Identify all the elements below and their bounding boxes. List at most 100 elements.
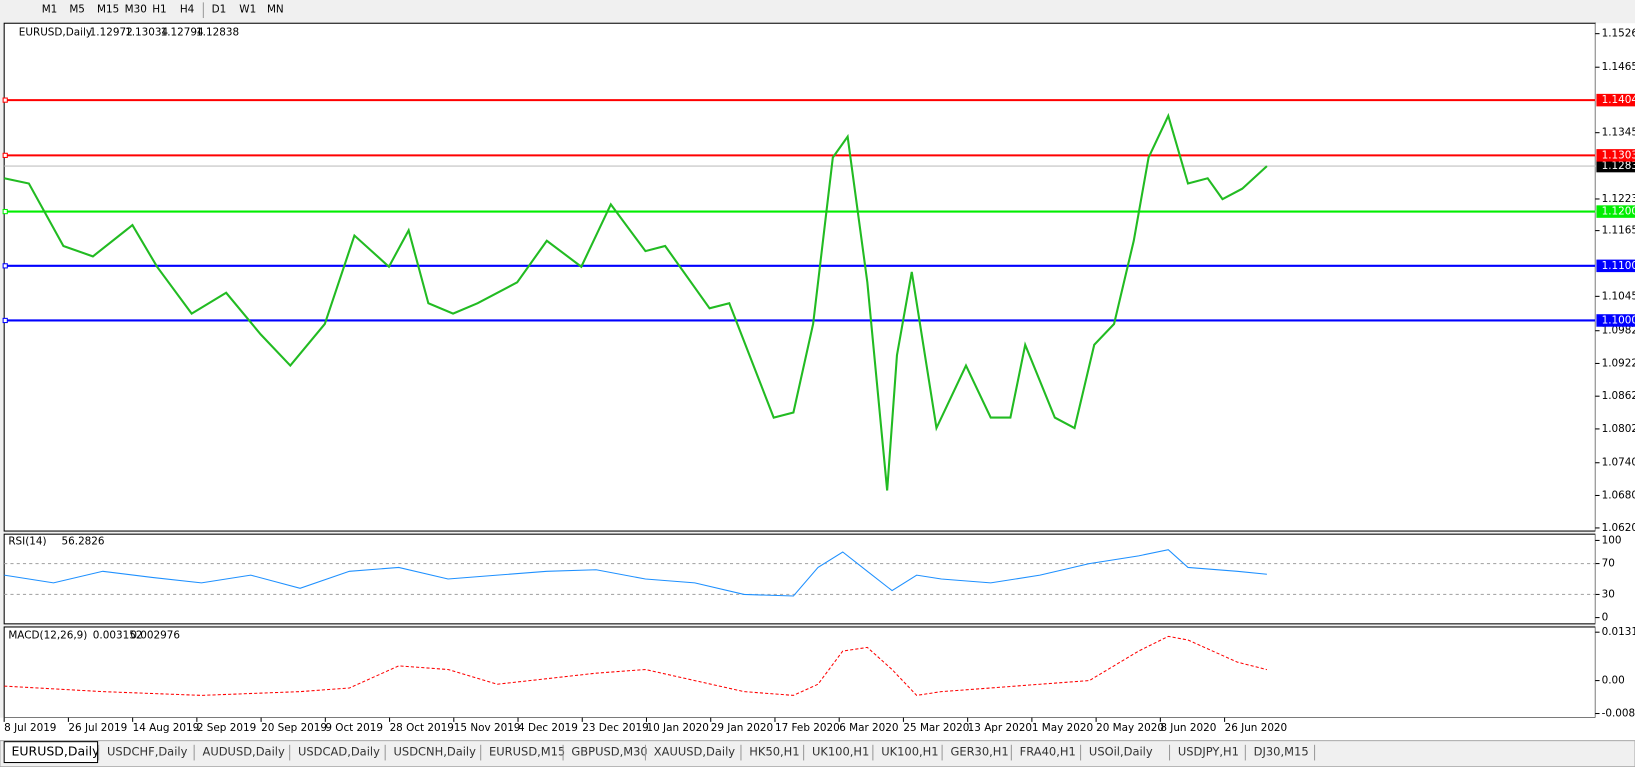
tab-label[interactable]: GBPUSD,M30 (571, 745, 647, 759)
level-box (1596, 314, 1635, 327)
tab[interactable] (3, 741, 99, 764)
macd-main: 0.003152 (93, 629, 143, 641)
price-axis (1595, 23, 1635, 743)
tab-label[interactable]: DJ30,M15 (1254, 745, 1309, 759)
y-tick-label: 1.11655 (1602, 225, 1635, 237)
tab[interactable] (804, 743, 872, 762)
level-label: 1.10008 (1602, 314, 1635, 326)
x-tick-label: 9 Oct 2019 (325, 722, 383, 734)
y-tick-label: 1.09220 (1602, 357, 1635, 369)
ohlc-value: 1.12794 (161, 27, 204, 39)
tab-label[interactable]: USDCHF,Daily (107, 745, 188, 759)
y-tick-label: 1.06800 (1602, 489, 1635, 501)
tab-label[interactable]: UK100,H1 (812, 745, 869, 759)
x-tick-label: 6 Mar 2020 (839, 722, 898, 734)
current-price-label: 1.12838 (1602, 160, 1635, 172)
timeframe-button[interactable]: M30 (125, 4, 147, 16)
x-tick-label: 28 Oct 2019 (390, 722, 454, 734)
x-tick-label: 25 Mar 2020 (903, 722, 969, 734)
y-tick-label: 1.14650 (1602, 61, 1635, 73)
level-handle (2, 152, 8, 158)
y-tick-label: 1.07400 (1602, 457, 1635, 469)
level-handle (2, 208, 8, 215)
level-handle (2, 263, 8, 269)
tab-label[interactable]: GER30,H1 (950, 745, 1008, 759)
x-tick-label: 20 Sep 2019 (261, 722, 327, 734)
ohlc-value: 1.13034 (125, 27, 168, 39)
y-tick-label: 30 (1602, 588, 1615, 600)
tab[interactable] (742, 743, 803, 762)
ohlc-value: 1.12972 (90, 27, 133, 39)
tab[interactable] (943, 743, 1011, 762)
level-label: 1.12004 (1602, 206, 1635, 218)
tab-label[interactable]: HK50,H1 (749, 745, 799, 759)
level-box (1596, 259, 1635, 273)
y-tick-label: 70 (1602, 558, 1615, 570)
tab-label[interactable]: EURUSD,M15 (489, 745, 565, 759)
x-tick-label: 8 Jul 2019 (4, 722, 56, 734)
x-tick-label: 23 Dec 2019 (582, 722, 648, 734)
tab[interactable] (873, 743, 942, 762)
timeframe-button[interactable]: MN (267, 4, 284, 16)
tab[interactable] (1012, 743, 1080, 762)
timeframe-button[interactable]: H1 (152, 4, 166, 16)
price-line (3, 112, 1268, 491)
timeframe-button[interactable]: H4 (180, 4, 195, 16)
tab[interactable] (290, 743, 385, 762)
x-tick-label: 14 Aug 2019 (133, 722, 200, 734)
x-tick-label: 1 May 2020 (1032, 722, 1093, 734)
timeframe-button[interactable]: M1 (42, 4, 58, 16)
tab-label[interactable]: EURUSD,Daily (11, 744, 100, 759)
y-tick-label: -0.00893 (1602, 708, 1635, 720)
level-label: 1.14047 (1602, 94, 1635, 106)
tab-label[interactable]: UK100,H1 (881, 745, 938, 759)
ohlc-value: 1.12838 (196, 27, 239, 39)
timeframe-button[interactable]: D1 (212, 4, 227, 16)
timeframe-button[interactable]: M5 (69, 4, 85, 16)
tab[interactable] (481, 743, 563, 762)
tab-label[interactable]: FRA40,H1 (1020, 745, 1076, 759)
y-tick-label: 1.10450 (1602, 290, 1635, 302)
x-tick-label: 8 Jun 2020 (1160, 722, 1216, 734)
level-box (1596, 205, 1635, 218)
tab-label[interactable]: XAUUSD,Daily (654, 745, 735, 759)
macd-panel (3, 626, 1596, 719)
x-tick-label: 26 Jul 2019 (68, 722, 127, 734)
tab-label[interactable]: USDJPY,H1 (1178, 745, 1239, 759)
rsi-line (4, 549, 1267, 597)
x-tick-label: 15 Nov 2019 (454, 722, 521, 734)
level-handle (2, 317, 8, 324)
rsi-value: 56.2826 (62, 535, 105, 547)
x-tick-label: 2 Sep 2019 (197, 722, 256, 734)
tab-label[interactable]: USDCNH,Daily (394, 745, 477, 759)
tab-label[interactable]: USDCAD,Daily (298, 745, 380, 759)
timeframe-button[interactable]: W1 (239, 4, 256, 16)
y-tick-label: 0 (1602, 612, 1609, 624)
timeframe-button[interactable]: M15 (97, 4, 119, 16)
tab[interactable] (564, 743, 645, 762)
tab[interactable] (1081, 743, 1169, 762)
tab-label[interactable]: AUDUSD,Daily (202, 745, 284, 759)
level-box (1596, 149, 1635, 162)
macd-signal: 0.002976 (130, 629, 180, 641)
rsi-title: RSI(14) (8, 535, 46, 547)
tab[interactable] (1170, 743, 1245, 762)
tab[interactable] (195, 743, 289, 762)
y-tick-label: 1.08020 (1602, 423, 1635, 435)
x-tick-label: 10 Jan 2020 (646, 722, 708, 734)
tab[interactable] (99, 743, 194, 762)
level-box (1596, 93, 1635, 107)
level-label: 1.13034 (1602, 149, 1635, 161)
macd-signal-line (4, 635, 1268, 696)
macd-title: MACD(12,26,9) (8, 629, 87, 641)
y-tick-label: 0.01312 (1602, 626, 1635, 638)
tab[interactable] (1246, 743, 1314, 762)
tab[interactable] (386, 743, 480, 762)
tab-label[interactable]: USOil,Daily (1089, 745, 1153, 759)
y-tick-label: 1.13450 (1602, 127, 1635, 139)
y-tick-label: 0.00 (1602, 675, 1625, 687)
level-handle (2, 97, 8, 103)
tab[interactable] (646, 743, 740, 762)
